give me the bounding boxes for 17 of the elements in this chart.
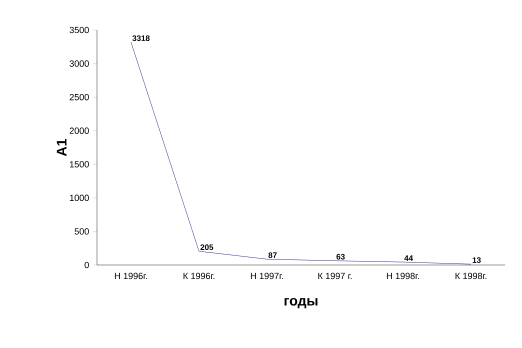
y-axis-title: А1 bbox=[56, 138, 66, 156]
y-tick-label: 2500 bbox=[70, 94, 89, 100]
y-tick-label: 3000 bbox=[70, 60, 89, 67]
x-tick-label: Н 1997г. bbox=[250, 272, 283, 280]
y-tick-label: 1000 bbox=[70, 194, 89, 202]
x-tick-label: Н 1998г. bbox=[386, 272, 419, 280]
y-tick-label: 0 bbox=[84, 262, 89, 268]
x-axis-title: годы bbox=[284, 298, 318, 308]
x-tick-label: К 1997 г. bbox=[318, 272, 352, 280]
y-tick-label: 1500 bbox=[70, 161, 89, 168]
y-tick-label: 3500 bbox=[70, 26, 89, 34]
y-tick-label: 2000 bbox=[70, 128, 89, 134]
y-tick-label: 500 bbox=[74, 228, 89, 235]
x-tick-label: К 1998г. bbox=[456, 272, 486, 280]
x-tick-label: Н 1996г. bbox=[114, 272, 147, 280]
x-tick-label: К 1996г. bbox=[184, 272, 214, 280]
line-series bbox=[130, 42, 472, 264]
